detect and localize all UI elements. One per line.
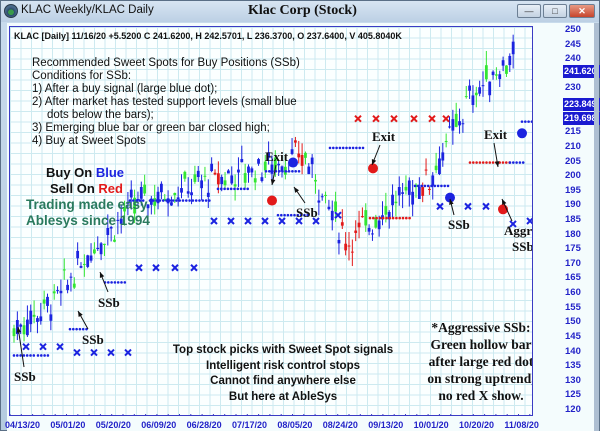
right-scrollbar[interactable]	[594, 23, 599, 431]
y-tick-label: 190	[565, 199, 581, 211]
y-tick-label: 155	[565, 301, 581, 313]
app-logo-icon	[4, 4, 18, 18]
notes-item: dots below the bars);	[47, 109, 154, 121]
x-tick-label: 05/01/20	[50, 420, 86, 430]
ssb-annotation: SSb	[82, 332, 104, 347]
exit-annotation: Exit	[484, 127, 508, 142]
x-tick-label: 11/08/20	[504, 420, 539, 430]
y-tick-label: 230	[565, 82, 581, 94]
y-tick-label: 170	[565, 257, 581, 269]
date-axis[interactable]: 04/13/20 05/01/20 05/20/20 06/09/20 06/28/20…	[5, 416, 539, 431]
y-tick-label: 165	[565, 272, 581, 284]
note-line: after large red dot	[428, 354, 533, 369]
close-button[interactable]: ✕	[569, 4, 595, 18]
y-tick-label: 120	[565, 404, 581, 415]
x-tick-label: 10/20/20	[459, 420, 495, 430]
ssb-annotation: SSb	[448, 217, 470, 232]
note-line: on strong uptrend,	[427, 371, 533, 386]
y-tick-label: 240	[565, 53, 581, 65]
minimize-button[interactable]: —	[517, 4, 541, 18]
trading-made-easy-slogan: Trading made easy	[26, 197, 148, 212]
ssb-annotation: SSb	[98, 295, 120, 310]
y-tick-label: 160	[565, 287, 581, 299]
y-tick-label: 180	[565, 228, 581, 240]
notes-title: Recommended Sweet Spots for Buy Position…	[32, 57, 300, 69]
notes-item: 1) After a buy signal (large blue dot);	[32, 83, 218, 95]
bar-info-line: KLAC [Daily] 11/16/20 +5.5200 C 241.6200…	[14, 31, 402, 41]
y-tick-label: 140	[565, 345, 581, 357]
window-title: KLAC Weekly/KLAC Daily	[21, 4, 154, 16]
y-tick-label: 185	[565, 214, 581, 225]
slogan-text: Sell On	[50, 181, 99, 196]
last-price-label: 241.620	[563, 65, 600, 78]
y-tick-label: 195	[565, 184, 581, 196]
ssb-conditions-note: Recommended Sweet Spots for Buy Position…	[32, 57, 300, 148]
x-tick-label: 04/13/20	[5, 420, 41, 430]
y-tick-label: 215	[565, 126, 581, 138]
notes-item: 3) Emerging blue bar or green bar closed…	[32, 122, 270, 134]
ablesys-since-slogan: Ablesys since 1994	[26, 213, 150, 228]
y-tick-label: 150	[565, 316, 581, 328]
x-tick-label: 06/09/20	[141, 420, 177, 430]
y-tick-label: 175	[565, 243, 581, 255]
title-bar[interactable]: KLAC Weekly/KLAC Daily Klac Corp (Stock)…	[1, 1, 599, 22]
note-line: Green hollow bar	[430, 337, 532, 352]
y-tick-label: 130	[565, 374, 581, 386]
y-tick-label: 205	[565, 155, 581, 167]
chart-title: Klac Corp (Stock)	[248, 3, 357, 18]
price-marker-label: 219.698	[563, 112, 600, 125]
price-chart-area[interactable]: KLAC [Daily] 11/16/20 +5.5200 C 241.6200…	[9, 26, 533, 416]
exit-annotation: Exit	[265, 149, 289, 164]
sell-on-red-slogan: Sell On Red	[50, 181, 123, 196]
ssb-annotation: SSb	[296, 205, 318, 220]
price-axis[interactable]: 2502452402352302252202152102052001951901…	[535, 23, 600, 431]
exit-annotation: Exit	[372, 129, 396, 144]
note-line: no red X show.	[438, 388, 524, 403]
x-tick-label: 08/05/20	[277, 420, 313, 430]
price-marker-label: 223.849	[563, 98, 600, 111]
x-tick-label: 05/20/20	[95, 420, 131, 430]
slogan-red-word: Red	[98, 181, 123, 196]
y-tick-label: 200	[565, 170, 581, 182]
ssb-annotation: SSb	[14, 369, 36, 384]
plot-panel: KLAC [Daily] 11/16/20 +5.5200 C 241.6200…	[5, 23, 600, 431]
slogan-text: Buy On	[46, 165, 96, 180]
y-tick-label: 245	[565, 38, 581, 50]
promo-line: Top stock picks with Sweet Spot signals	[172, 344, 394, 356]
x-tick-label: 06/28/20	[186, 420, 222, 430]
note-line: *Aggressive SSb:	[431, 320, 531, 335]
aggressive-ssb-annotation: Aggressive	[504, 223, 532, 238]
y-tick-label: 250	[565, 24, 581, 35]
buy-on-blue-slogan: Buy On Blue	[46, 165, 124, 180]
x-tick-label: 09/13/20	[368, 420, 404, 430]
notes-conditions-title: Conditions for SSb:	[32, 70, 132, 82]
y-tick-label: 145	[565, 330, 581, 342]
candlestick-chart	[10, 34, 532, 415]
y-tick-label: 135	[565, 360, 581, 372]
x-tick-label: 07/17/20	[232, 420, 268, 430]
x-tick-label: 10/01/20	[413, 420, 449, 430]
y-tick-label: 125	[565, 389, 581, 401]
promo-text: Top stock picks with Sweet Spot signals …	[160, 343, 406, 405]
notes-item: 2) After market has tested support level…	[32, 96, 297, 108]
x-tick-label: 08/24/20	[322, 420, 358, 430]
aggressive-ssb-note: *Aggressive SSb: Green hollow bar after …	[420, 319, 533, 404]
y-tick-label: 210	[565, 140, 581, 152]
promo-line: Cannot find anywhere else	[210, 375, 356, 387]
notes-item: 4) Buy at Sweet Spots	[32, 135, 146, 147]
maximize-button[interactable]: □	[543, 4, 567, 18]
slogan-blue-word: Blue	[95, 165, 125, 180]
promo-line: But here at AbleSys	[228, 390, 338, 403]
aggressive-ssb-annotation: SSb *	[512, 239, 533, 254]
promo-line: Intelligent risk control stops	[206, 359, 360, 372]
